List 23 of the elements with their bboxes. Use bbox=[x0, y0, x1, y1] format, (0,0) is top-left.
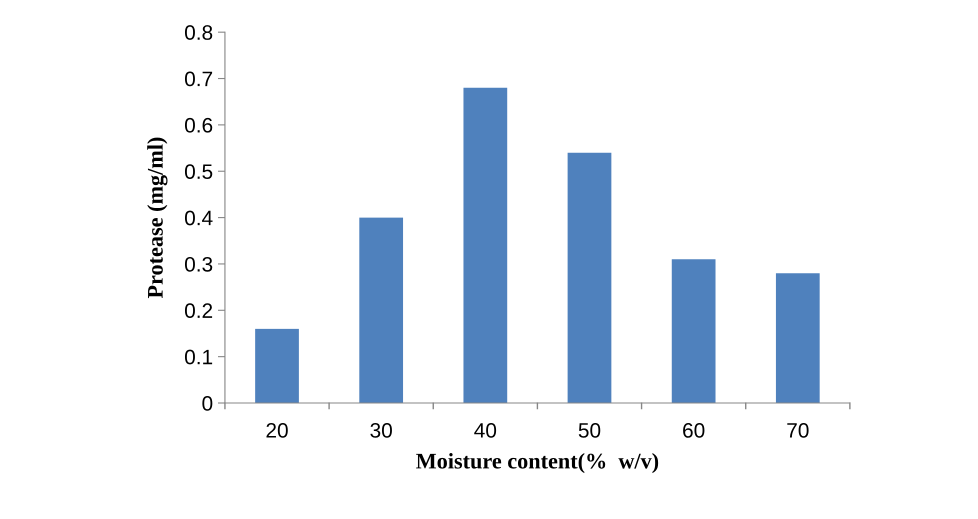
bar bbox=[463, 88, 508, 404]
y-tick-label: 0.1 bbox=[184, 350, 212, 364]
y-tick-label: 0.2 bbox=[184, 303, 212, 318]
y-tick-label: 0.6 bbox=[184, 118, 212, 133]
y-tick-label: 0 bbox=[202, 396, 212, 411]
bar bbox=[672, 259, 716, 404]
bar bbox=[359, 218, 404, 404]
x-tick-label: 20 bbox=[266, 423, 288, 438]
y-tick-label: 0.3 bbox=[184, 256, 212, 272]
x-axis-title: Moisture content(% w/v) bbox=[416, 452, 658, 474]
y-axis-title: Protease (mg/ml) bbox=[147, 138, 168, 298]
y-tick-label: 0.4 bbox=[184, 210, 213, 226]
x-tick-label: 50 bbox=[578, 423, 600, 438]
x-tick-label: 70 bbox=[787, 423, 809, 438]
y-tick-label: 0.8 bbox=[184, 25, 212, 40]
bar bbox=[255, 328, 299, 404]
y-tick-label: 0.5 bbox=[184, 164, 212, 179]
x-tick-label: 40 bbox=[474, 423, 496, 438]
y-tick-label: 0.7 bbox=[184, 72, 212, 86]
x-tick-label: 60 bbox=[683, 423, 704, 438]
x-tick-label: 30 bbox=[370, 423, 392, 438]
bar bbox=[776, 273, 820, 404]
bar bbox=[568, 152, 612, 404]
